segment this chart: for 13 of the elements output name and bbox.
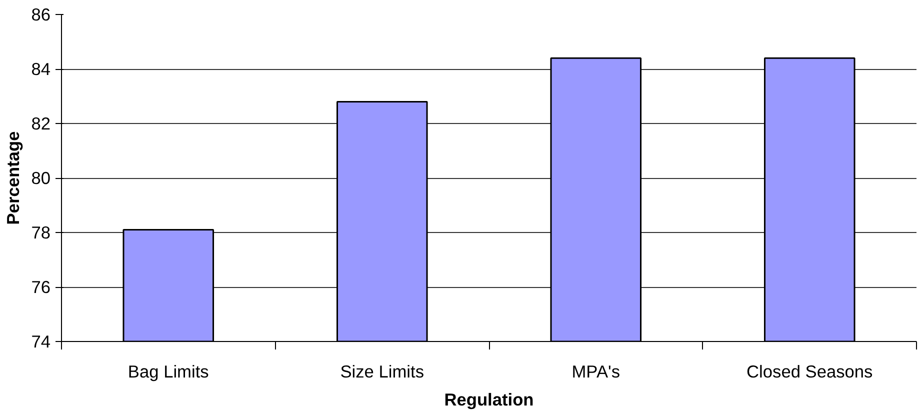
y-tick-label: 84 [31,59,51,79]
y-axis-title: Percentage [3,130,24,225]
y-tick-label: 76 [31,277,51,297]
x-tick-label: MPA's [572,362,620,382]
x-axis-title: Regulation [444,390,534,410]
x-tick-label: Bag Limits [128,362,210,382]
y-tick-label: 86 [31,4,51,24]
x-tick-label: Size Limits [340,362,424,382]
y-tick-label: 82 [31,114,51,134]
y-tick-label: 78 [31,222,51,242]
y-tick-label: 74 [31,332,51,352]
y-tick-label: 80 [31,168,51,188]
x-tick-label: Closed Seasons [746,362,874,382]
